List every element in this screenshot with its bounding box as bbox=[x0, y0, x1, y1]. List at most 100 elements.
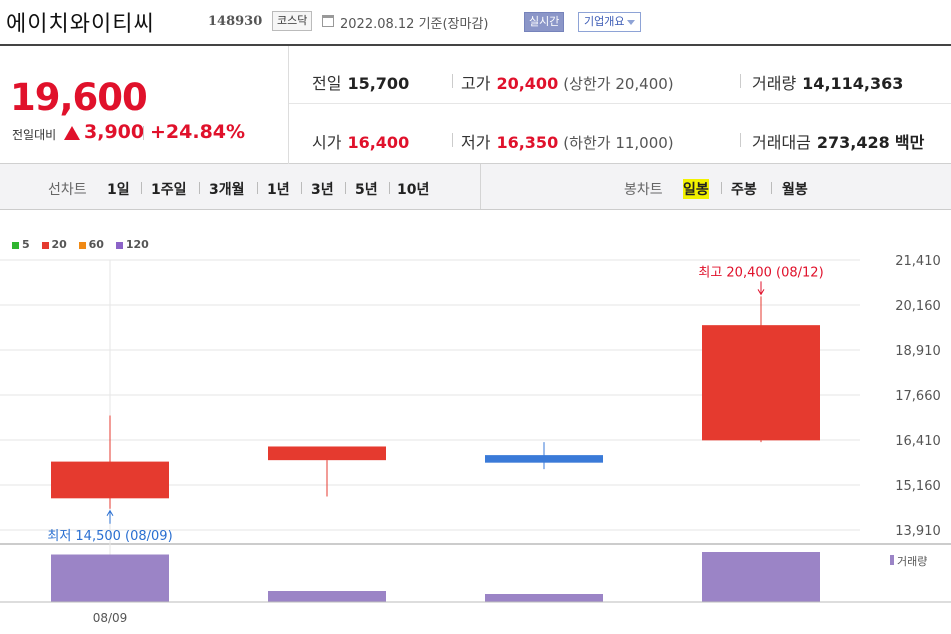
legend-item-ma60: 60 bbox=[78, 238, 104, 251]
lower-limit: (하한가 11,000) bbox=[563, 134, 674, 152]
line-chart-label: 선차트 bbox=[48, 182, 87, 198]
legend-swatch bbox=[12, 241, 19, 249]
legend-swatch bbox=[41, 241, 49, 249]
low-arrowhead-icon bbox=[106, 509, 114, 517]
open-label: 시가 bbox=[312, 133, 342, 152]
high-value: 20,400 bbox=[496, 74, 559, 93]
trade-value: 거래대금 273,428 백만 bbox=[752, 129, 924, 153]
legend-label: 60 bbox=[88, 238, 104, 251]
candle-body bbox=[51, 461, 169, 499]
candlestick-chart[interactable]: 21,410 20,160 18,910 17,660 16,410 15,160 13,9… bbox=[0, 210, 951, 634]
up-arrow-icon bbox=[64, 126, 80, 140]
ma-legend: 5 20 60 120 bbox=[12, 238, 157, 251]
divider bbox=[257, 182, 258, 194]
divider bbox=[740, 133, 741, 147]
volume-bar bbox=[485, 594, 603, 602]
candle-daily[interactable]: 일봉 bbox=[683, 179, 709, 199]
y-tick-label: 20,160 bbox=[895, 299, 941, 314]
volume: 거래량 14,114,363 bbox=[752, 70, 903, 94]
divider bbox=[452, 74, 453, 88]
stock-code: 148930 bbox=[208, 14, 263, 29]
high-arrowhead-icon bbox=[757, 289, 765, 296]
stock-name: 에이치와이티씨 bbox=[6, 12, 155, 37]
period-10y[interactable]: 10년 bbox=[397, 182, 430, 198]
candle-monthly[interactable]: 월봉 bbox=[782, 182, 808, 198]
candle-body bbox=[485, 455, 603, 463]
low-price: 저가 16,350 (하한가 11,000) bbox=[461, 129, 674, 153]
period-3m[interactable]: 3개월 bbox=[209, 182, 245, 198]
chart-period-bar: 선차트 1일 1주일 3개월 1년 3년 5년 10년 봉차트 일봉 주봉 월봉 bbox=[0, 164, 951, 210]
legend-swatch bbox=[78, 241, 86, 249]
legend-item-ma5: 5 bbox=[12, 238, 30, 251]
y-tick-label: 17,660 bbox=[895, 389, 941, 404]
quote-date: 2022.08.12 기준(장마감) bbox=[340, 17, 489, 32]
divider bbox=[740, 74, 741, 88]
y-tick-label: 21,410 bbox=[895, 254, 941, 269]
high-annotation: 최고 20,400 (08/12) bbox=[698, 265, 823, 280]
divider bbox=[289, 103, 951, 104]
legend-label: 5 bbox=[22, 238, 30, 251]
candle-body bbox=[268, 446, 386, 461]
divider bbox=[345, 182, 346, 194]
divider bbox=[143, 126, 144, 140]
high-label: 고가 bbox=[461, 74, 491, 93]
volume-label: 거래량 bbox=[752, 74, 797, 93]
period-1d[interactable]: 1일 bbox=[107, 182, 130, 198]
divider bbox=[389, 182, 390, 194]
change-value: 3,900 bbox=[84, 121, 145, 143]
realtime-button[interactable]: 실시간 bbox=[524, 12, 565, 32]
trade-value-unit: 백만 bbox=[894, 133, 925, 152]
y-tick-label: 13,910 bbox=[895, 524, 941, 539]
divider bbox=[199, 182, 200, 194]
period-3y[interactable]: 3년 bbox=[311, 182, 334, 198]
period-1y[interactable]: 1년 bbox=[267, 182, 290, 198]
trade-value-label: 거래대금 bbox=[752, 133, 811, 152]
period-1w[interactable]: 1주일 bbox=[151, 182, 187, 198]
divider bbox=[480, 164, 481, 209]
prev-close-label: 전일 bbox=[312, 74, 342, 93]
x-tick-label: 08/09 bbox=[93, 611, 128, 625]
divider bbox=[141, 182, 142, 194]
low-value: 16,350 bbox=[496, 133, 559, 152]
legend-label: 120 bbox=[125, 238, 149, 251]
chevron-down-icon bbox=[627, 19, 636, 25]
divider bbox=[452, 133, 453, 147]
calendar-icon bbox=[322, 15, 334, 27]
company-info-label: 기업개요 bbox=[584, 15, 625, 28]
volume-bar bbox=[702, 552, 820, 602]
upper-limit: (상한가 20,400) bbox=[563, 75, 674, 93]
y-tick-label: 16,410 bbox=[895, 434, 941, 449]
change-percent: +24.84% bbox=[150, 121, 246, 143]
company-info-dropdown[interactable]: 기업개요 bbox=[578, 12, 642, 32]
market-badge: 코스닥 bbox=[272, 11, 313, 31]
y-tick-label: 15,160 bbox=[895, 479, 941, 494]
candle-chart-label: 봉차트 bbox=[624, 182, 663, 198]
volume-legend-swatch bbox=[890, 555, 894, 565]
price-panel: 19,600 전일대비 3,900 +24.84% 전일 15,700 고가 20,… bbox=[0, 44, 951, 164]
legend-swatch bbox=[115, 241, 123, 249]
volume-bar bbox=[51, 554, 169, 602]
high-price: 고가 20,400 (상한가 20,400) bbox=[461, 70, 674, 94]
volume-bar bbox=[268, 591, 386, 602]
current-price: 19,600 bbox=[10, 76, 148, 119]
period-5y[interactable]: 5년 bbox=[355, 182, 378, 198]
prev-close-value: 15,700 bbox=[347, 74, 410, 93]
legend-item-ma120: 120 bbox=[115, 238, 149, 251]
stock-header: 에이치와이티씨 148930 코스닥 2022.08.12 기준(장마감) 실시… bbox=[0, 0, 951, 44]
y-tick-label: 18,910 bbox=[895, 344, 941, 359]
low-label: 저가 bbox=[461, 133, 491, 152]
open-value: 16,400 bbox=[347, 133, 410, 152]
divider bbox=[721, 182, 722, 194]
legend-label: 20 bbox=[51, 238, 67, 251]
divider bbox=[771, 182, 772, 194]
divider bbox=[301, 182, 302, 194]
legend-item-ma20: 20 bbox=[41, 238, 67, 251]
volume-value: 14,114,363 bbox=[802, 74, 904, 93]
open-price: 시가 16,400 bbox=[312, 129, 409, 153]
change-label: 전일대비 bbox=[12, 128, 57, 142]
divider bbox=[288, 46, 289, 164]
volume-legend-label: 거래량 bbox=[897, 555, 927, 568]
candle-weekly[interactable]: 주봉 bbox=[731, 182, 757, 198]
candle-body bbox=[702, 325, 820, 441]
low-annotation: 최저 14,500 (08/09) bbox=[47, 529, 172, 544]
